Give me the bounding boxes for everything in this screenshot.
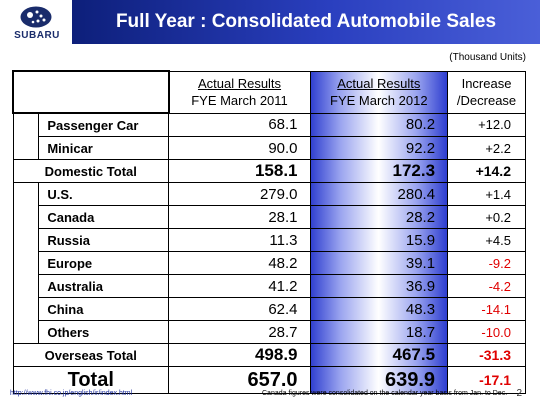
table-row: Russia 11.3 15.9 +4.5 xyxy=(13,228,526,252)
change-value: +4.5 xyxy=(447,228,526,252)
row-label: China xyxy=(38,297,169,321)
row-label: Minicar xyxy=(38,136,169,160)
col-header-change-line2: /Decrease xyxy=(456,93,517,108)
fy2012-value: 92.2 xyxy=(309,136,449,160)
change-value: -9.2 xyxy=(447,251,526,275)
fy2012-value: 467.5 xyxy=(309,343,449,367)
header-row: Actual Results FYE March 2011 Actual Res… xyxy=(12,70,526,114)
fy2012-value: 80.2 xyxy=(309,112,449,137)
title-bar: Full Year : Consolidated Automobile Sale… xyxy=(72,0,540,44)
indent-cell xyxy=(12,112,40,160)
change-value: -4.2 xyxy=(447,274,526,298)
table-row: Australia 41.2 36.9 -4.2 xyxy=(13,274,526,298)
row-label: Europe xyxy=(38,251,169,275)
col-header-change-line1: Increase xyxy=(461,76,512,91)
fy2011-value: 48.2 xyxy=(168,251,311,275)
fy2012-value: 172.3 xyxy=(309,159,449,183)
pleiades-star-icon xyxy=(20,6,52,28)
change-value: +1.4 xyxy=(447,182,526,206)
fy2011-value: 158.1 xyxy=(168,159,311,183)
sales-table: Actual Results FYE March 2011 Actual Res… xyxy=(12,70,526,394)
page-title: Full Year : Consolidated Automobile Sale… xyxy=(115,11,497,32)
row-label: Australia xyxy=(38,274,169,298)
header: SUBARU Full Year : Consolidated Automobi… xyxy=(0,0,540,46)
fy2012-value: 639.9 xyxy=(309,366,449,394)
fy2012-value: 48.3 xyxy=(309,297,449,321)
fy2011-value: 41.2 xyxy=(168,274,311,298)
fy2012-value: 18.7 xyxy=(309,320,449,344)
row-label: Others xyxy=(38,320,169,344)
change-value: +0.2 xyxy=(447,205,526,229)
domestic-total-row: Domestic Total 158.1 172.3 +14.2 xyxy=(12,159,526,183)
fy2011-value: 498.9 xyxy=(168,343,311,367)
fy2011-value: 28.1 xyxy=(168,205,311,229)
change-value: -10.0 xyxy=(447,320,526,344)
col-header-fy2012-line1: Actual Results xyxy=(337,76,421,91)
total-label: Overseas Total xyxy=(12,343,169,367)
col-header-fy2012: Actual Results FYE March 2012 xyxy=(309,70,449,114)
fy2012-value: 39.1 xyxy=(309,251,449,275)
table-row: Others 28.7 18.7 -10.0 xyxy=(13,320,526,344)
change-value: -31.3 xyxy=(447,343,526,367)
indent-cell xyxy=(12,182,40,344)
col-header-fy2011-line2: FYE March 2011 xyxy=(191,93,288,108)
fy2012-value: 36.9 xyxy=(309,274,449,298)
table-row: Canada 28.1 28.2 +0.2 xyxy=(13,205,526,229)
total-label: Total xyxy=(12,366,169,394)
row-label: Russia xyxy=(38,228,169,252)
fy2011-value: 657.0 xyxy=(168,366,311,394)
fy2011-value: 28.7 xyxy=(168,320,311,344)
logo-text: SUBARU xyxy=(14,30,60,41)
row-label: U.S. xyxy=(38,182,169,206)
row-label: Passenger Car xyxy=(38,112,169,137)
fy2011-value: 11.3 xyxy=(168,228,311,252)
fy2011-value: 279.0 xyxy=(168,182,311,206)
subaru-logo: SUBARU xyxy=(0,0,72,46)
change-value: -14.1 xyxy=(447,297,526,321)
fy2012-value: 15.9 xyxy=(309,228,449,252)
row-label: Canada xyxy=(38,205,169,229)
table-row: Minicar 90.0 92.2 +2.2 xyxy=(13,136,526,160)
fy2012-value: 28.2 xyxy=(309,205,449,229)
col-header-change: Increase /Decrease xyxy=(447,70,526,114)
table-row: U.S. 279.0 280.4 +1.4 xyxy=(12,182,526,344)
change-value: +2.2 xyxy=(447,136,526,160)
footer-note: Canada figures were consolidated on the … xyxy=(262,390,508,397)
fy2012-value: 280.4 xyxy=(309,182,449,206)
total-label: Domestic Total xyxy=(12,159,169,183)
col-header-fy2011-line1: Actual Results xyxy=(197,76,282,91)
table-row: Europe 48.2 39.1 -9.2 xyxy=(13,251,526,275)
table-row: China 62.4 48.3 -14.1 xyxy=(13,297,526,321)
footer-url-link[interactable]: http://www.fhi.co.jp/english/ir/index.ht… xyxy=(10,390,133,397)
units-label: (Thousand Units) xyxy=(449,52,526,63)
col-header-fy2011: Actual Results FYE March 2011 xyxy=(168,70,311,114)
table-row: Passenger Car 68.1 80.2 +12.0 xyxy=(12,112,526,160)
fy2011-value: 62.4 xyxy=(168,297,311,321)
change-value: -17.1 xyxy=(447,366,526,394)
page-number: 2 xyxy=(516,388,522,399)
grand-total-row: Total 657.0 639.9 -17.1 xyxy=(12,366,526,394)
change-value: +14.2 xyxy=(447,159,526,183)
change-value: +12.0 xyxy=(447,112,526,137)
header-corner xyxy=(12,70,170,114)
overseas-total-row: Overseas Total 498.9 467.5 -31.3 xyxy=(12,343,526,367)
fy2011-value: 68.1 xyxy=(168,112,311,137)
col-header-fy2012-line2: FYE March 2012 xyxy=(330,93,428,108)
fy2011-value: 90.0 xyxy=(168,136,311,160)
